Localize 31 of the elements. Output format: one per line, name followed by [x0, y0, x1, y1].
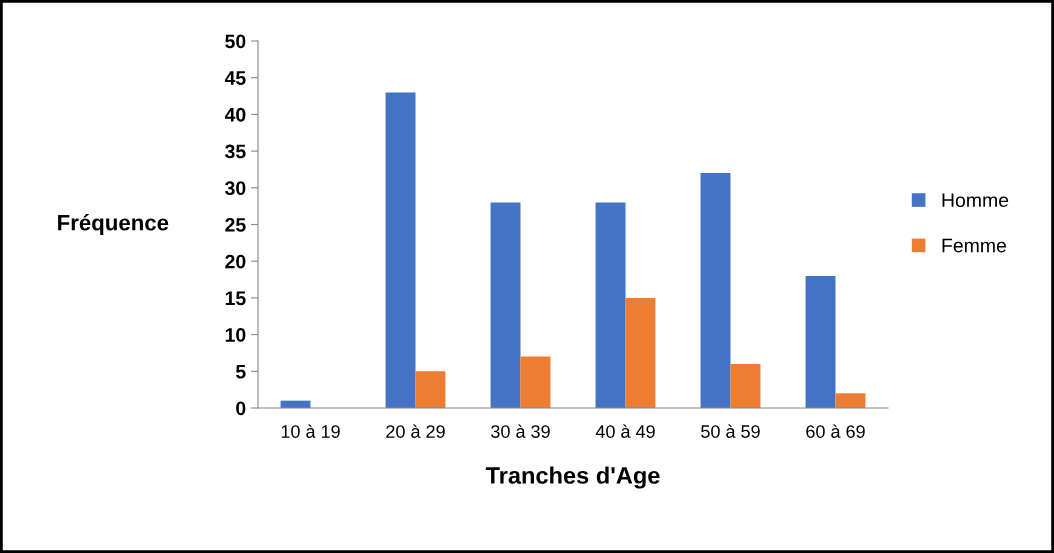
bar [730, 363, 761, 408]
legend-label: Homme [942, 193, 1009, 208]
y-tick-label: 50 [225, 34, 246, 49]
y-tick-label: 25 [225, 217, 246, 232]
y-axis-title: Fréquence [58, 214, 169, 235]
bar [595, 202, 626, 408]
bar [835, 393, 866, 408]
x-tick-label: 50 à 59 [701, 424, 760, 438]
y-tick-label: 45 [224, 71, 246, 85]
x-tick-label: 10 à 19 [281, 424, 340, 438]
legend-label: Femme [942, 238, 1006, 253]
bar [490, 202, 521, 408]
bar [520, 356, 551, 408]
x-axis-title: Tranches d'Age [485, 466, 660, 489]
bar [415, 371, 446, 408]
x-tick-label: 20 à 29 [386, 424, 445, 438]
y-tick-label: 10 [225, 328, 246, 342]
bar [625, 297, 656, 408]
bar [700, 173, 731, 408]
x-tick-label: 40 à 49 [595, 424, 655, 438]
y-tick-label: 20 [225, 254, 246, 269]
y-tick-label: 35 [225, 144, 246, 159]
x-tick-label: 30 à 39 [491, 424, 550, 438]
y-tick-label: 30 [225, 181, 246, 196]
y-tick-label: 15 [225, 291, 246, 306]
y-tick-label: 5 [235, 364, 246, 379]
y-tick-label: 40 [224, 107, 246, 122]
bar [385, 92, 416, 408]
bar [805, 275, 836, 408]
x-tick-label: 60 à 69 [806, 424, 865, 438]
y-tick-label: 0 [236, 401, 246, 416]
